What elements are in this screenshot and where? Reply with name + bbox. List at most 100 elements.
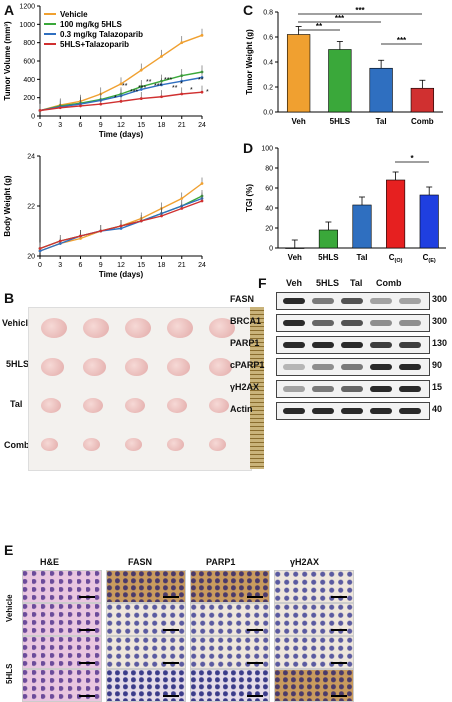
tgi-chart: 0 20 40 60 80 100 TGI (%) Veh 5HLS Tal C(O) C(E) *: [245, 146, 446, 264]
wb-blot-strip: [276, 380, 430, 398]
wb-band: [399, 386, 421, 392]
bar: [410, 87, 435, 113]
wb-kda-label: 300: [432, 316, 448, 326]
significance-star: *: [180, 81, 183, 88]
wb-band: [312, 408, 334, 414]
significance-star: **: [198, 77, 204, 84]
ihc-image-tile: [106, 603, 186, 636]
x-tick-label: 15: [137, 262, 145, 269]
x-tick-label: 18: [158, 122, 166, 129]
x-tick-label: 12: [117, 262, 125, 269]
x-tick-label: 24: [198, 122, 206, 129]
y-tick-label: 0.4: [263, 60, 273, 67]
y-tick-label: 40: [265, 206, 273, 213]
ihc-image-tile: [22, 636, 102, 669]
x-tick-label: 24: [198, 262, 206, 269]
wb-kda-label: 90: [432, 360, 443, 370]
data-point: [180, 79, 184, 83]
panel-letter-e: E: [4, 542, 14, 558]
data-point: [180, 207, 184, 210]
tumor-sample: [209, 318, 235, 338]
ihc-image-tile: [106, 636, 186, 669]
significance-star: ***: [130, 89, 138, 96]
wb-kda-label: 40: [432, 404, 443, 414]
y-tick-label: 0.2: [263, 85, 273, 92]
panel-letter-f: F: [258, 275, 267, 291]
panel-letter-c: C: [243, 2, 254, 18]
wb-band: [283, 408, 305, 414]
data-point: [180, 197, 184, 200]
bar: [386, 179, 406, 249]
data-point: [119, 227, 123, 230]
scale-bar: [331, 629, 347, 631]
body-weight-chart: 20 22 24 0 3 6 9 12 15 18 21 24 Time (days) Body Weig…: [3, 154, 206, 280]
category-label: C(E): [423, 253, 436, 264]
y-tick-label: 60: [265, 186, 273, 193]
ihc-col-header: γH2AX: [290, 557, 320, 567]
significance-label: ***: [397, 36, 407, 45]
x-tick-label: 0: [38, 262, 42, 269]
y-tick-label: 400: [23, 77, 35, 84]
legend-label: 100 mg/kg 5HLS: [60, 20, 122, 29]
tumor-sample: [167, 358, 190, 376]
scale-bar: [331, 662, 347, 664]
data-point: [119, 82, 123, 86]
scale-bar: [247, 629, 263, 631]
wb-row-label: BRCA1: [230, 316, 262, 326]
category-label: Veh: [292, 117, 306, 126]
data-point: [99, 102, 103, 106]
x-tick-label: 21: [178, 122, 186, 129]
wb-band: [341, 342, 363, 348]
data-point: [58, 242, 62, 245]
scale-bar: [79, 596, 95, 598]
wb-row-label: cPARP1: [230, 360, 265, 370]
data-point: [58, 239, 62, 243]
x-axis-label: Time (days): [99, 130, 144, 139]
ihc-image-tile: [22, 669, 102, 702]
ihc-image-tile: [22, 603, 102, 636]
wb-band: [312, 364, 334, 370]
scale-bar: [331, 596, 347, 598]
scale-bar: [79, 629, 95, 631]
tumor-sample: [41, 318, 67, 338]
bar: [328, 49, 352, 113]
tumor-sample: [167, 398, 187, 414]
significance-star: *: [206, 89, 209, 96]
data-point: [180, 92, 184, 96]
wb-kda-label: 15: [432, 382, 443, 392]
data-point: [38, 109, 42, 112]
bar: [352, 204, 372, 249]
legend-label: 0.3 mg/kg Talazoparib: [60, 30, 143, 39]
scale-bar: [79, 662, 95, 664]
y-tick-label: 600: [23, 59, 35, 66]
panel-letter-a: A: [4, 2, 15, 18]
wb-band: [312, 298, 334, 304]
tumor-sample: [209, 438, 226, 451]
significance-star: **: [146, 79, 152, 86]
bar: [286, 34, 311, 113]
wb-row-label: PARP1: [230, 338, 260, 348]
ihc-image-tile: [22, 570, 102, 603]
x-tick-label: 21: [178, 262, 186, 269]
tumor-weight-chart: 0.0 0.2 0.4 0.6 0.8 Tumor Weight (g) Veh 5HLS Ta…: [245, 6, 443, 126]
tumor-sample: [41, 438, 58, 451]
panel-letter-b: B: [4, 290, 15, 306]
tumor-volume-chart: 0 200 400 600 800 1000 1200 0 3 6 9 12 15 18 21 24 Time …: [3, 4, 209, 140]
wb-band: [341, 408, 363, 414]
ihc-image-tile: [190, 570, 270, 603]
wb-band: [370, 408, 392, 414]
wb-blot-strip: [276, 402, 430, 420]
wb-band: [399, 364, 421, 370]
x-tick-label: 6: [79, 262, 83, 269]
category-label: 5HLS: [330, 117, 351, 126]
significance-label: **: [316, 22, 323, 31]
wb-row-label: FASN: [230, 294, 255, 304]
ihc-image-tile: [274, 669, 354, 702]
y-tick-label: 800: [23, 40, 35, 47]
y-axis-label: Body Weight (g): [3, 175, 12, 237]
wb-blot-strip: [276, 314, 430, 332]
ihc-col-header: FASN: [128, 557, 153, 567]
scale-bar: [331, 695, 347, 697]
data-point: [200, 182, 204, 185]
y-tick-label: 0.0: [263, 110, 273, 117]
